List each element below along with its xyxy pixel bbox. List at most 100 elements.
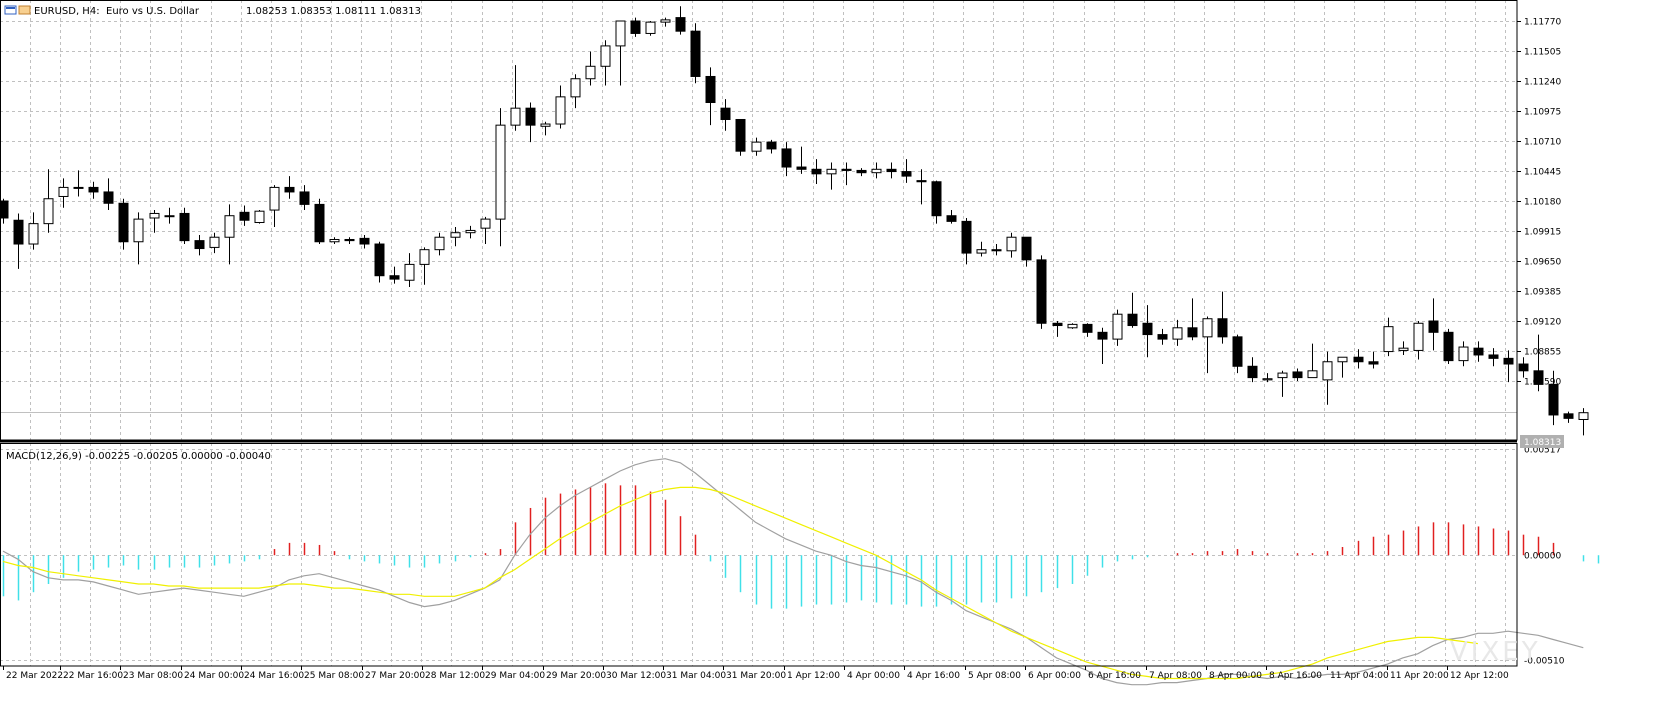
time-tick-label: 24 Mar 16:00 (244, 671, 304, 681)
candle (976, 241, 987, 257)
candle (1112, 309, 1123, 346)
candle (359, 234, 370, 249)
candle (1533, 334, 1544, 392)
candle-body-bull (58, 186, 69, 197)
candle-body-bear (886, 168, 897, 173)
time-tick-label: 30 Mar 12:00 (606, 671, 666, 681)
candle (856, 168, 867, 177)
macd-tick-label: -0.00510 (1524, 657, 1565, 667)
candle (1307, 343, 1318, 379)
candle-body-bull (43, 198, 54, 225)
candle (961, 217, 972, 265)
time-tick-label: 22 Mar 2022 (6, 671, 63, 681)
candle-body-bear (901, 171, 912, 177)
time-tick-label: 25 Mar 08:00 (304, 671, 364, 681)
candle (179, 207, 190, 245)
candle-body-bear (690, 30, 701, 77)
candle-body-bull (1383, 326, 1394, 353)
candle-body-bear (720, 107, 731, 120)
candle (1428, 298, 1439, 351)
candle (1383, 317, 1394, 357)
candle (1036, 255, 1047, 329)
candle (314, 198, 325, 245)
candle (841, 162, 852, 186)
candle-body-bear (705, 75, 716, 104)
price-tick-label: 1.09650 (1524, 258, 1561, 268)
price-tick-label: 1.09385 (1524, 288, 1561, 298)
candle (1232, 334, 1243, 374)
candle-body-bear (1232, 336, 1243, 367)
candle-body-bear (796, 166, 807, 170)
candle-body-bear (931, 181, 942, 217)
candle-body-bull (480, 218, 491, 229)
symbol-icon (4, 5, 17, 15)
candle (43, 169, 54, 233)
candle (720, 99, 731, 131)
macd-pane-frame (0, 443, 1518, 667)
candle (1277, 370, 1288, 397)
time-tick-label: 8 Apr 16:00 (1269, 671, 1322, 681)
candle-body-bull (269, 186, 280, 211)
candle-body-bear (1563, 413, 1574, 419)
price-tick-label: 1.10180 (1524, 198, 1561, 208)
candle-body-bear (374, 243, 385, 277)
macd-line (2, 458, 1584, 686)
candle-body-bull (133, 218, 144, 243)
candle-body-bull (209, 236, 220, 248)
price-pane-frame (0, 0, 1518, 441)
candle-body-bull (1172, 327, 1183, 340)
candle (73, 170, 84, 197)
candle-body-bull (149, 212, 160, 219)
candle-body-bull (434, 236, 445, 251)
candle-body-bear (1368, 361, 1379, 365)
candle (1006, 232, 1017, 258)
candle (0, 198, 9, 224)
candle-body-bear (88, 186, 99, 193)
watermark: VIXEY (1450, 637, 1541, 667)
candle (570, 74, 581, 109)
candle (630, 17, 641, 37)
candle (1067, 323, 1078, 329)
candle (751, 137, 762, 156)
candle (13, 213, 24, 269)
time-tick-label: 11 Apr 04:00 (1330, 671, 1389, 681)
candle-body-bull (1307, 370, 1318, 379)
candle-body-bear (1021, 236, 1032, 261)
candle (1458, 341, 1469, 367)
time-tick-label: 31 Mar 04:00 (666, 671, 726, 681)
candle-body-bear (284, 186, 295, 193)
candle (299, 185, 310, 211)
candle (1142, 305, 1153, 358)
macd-tick-label: 0.00000 (1524, 552, 1561, 562)
candle-body-bear (1488, 354, 1499, 359)
candle-body-bear (1518, 363, 1529, 372)
candle (781, 142, 792, 177)
candle (1368, 351, 1379, 369)
time-tick-label: 6 Apr 16:00 (1088, 671, 1141, 681)
candle (1413, 321, 1424, 360)
candle (886, 162, 897, 179)
candle (164, 207, 175, 224)
candle-body-bear (766, 141, 777, 150)
candle-body-bear (841, 168, 852, 171)
candle (194, 234, 205, 256)
candle (705, 67, 716, 126)
candle (284, 176, 295, 199)
current-price-label: 1.08313 (1524, 438, 1561, 448)
candle (540, 121, 551, 136)
time-tick-label: 11 Apr 20:00 (1390, 671, 1449, 681)
candle (1398, 341, 1409, 355)
candle-body-bear (1533, 370, 1544, 385)
candle (1187, 298, 1198, 341)
candle-body-bull (826, 168, 837, 175)
candle-body-bear (735, 118, 746, 152)
candle-body-bear (675, 17, 686, 32)
candle (600, 40, 611, 86)
candle (269, 185, 280, 228)
candle (1353, 349, 1364, 369)
candle-body-bull (73, 186, 84, 189)
candle-body-bull (585, 65, 596, 80)
candle (254, 210, 265, 224)
